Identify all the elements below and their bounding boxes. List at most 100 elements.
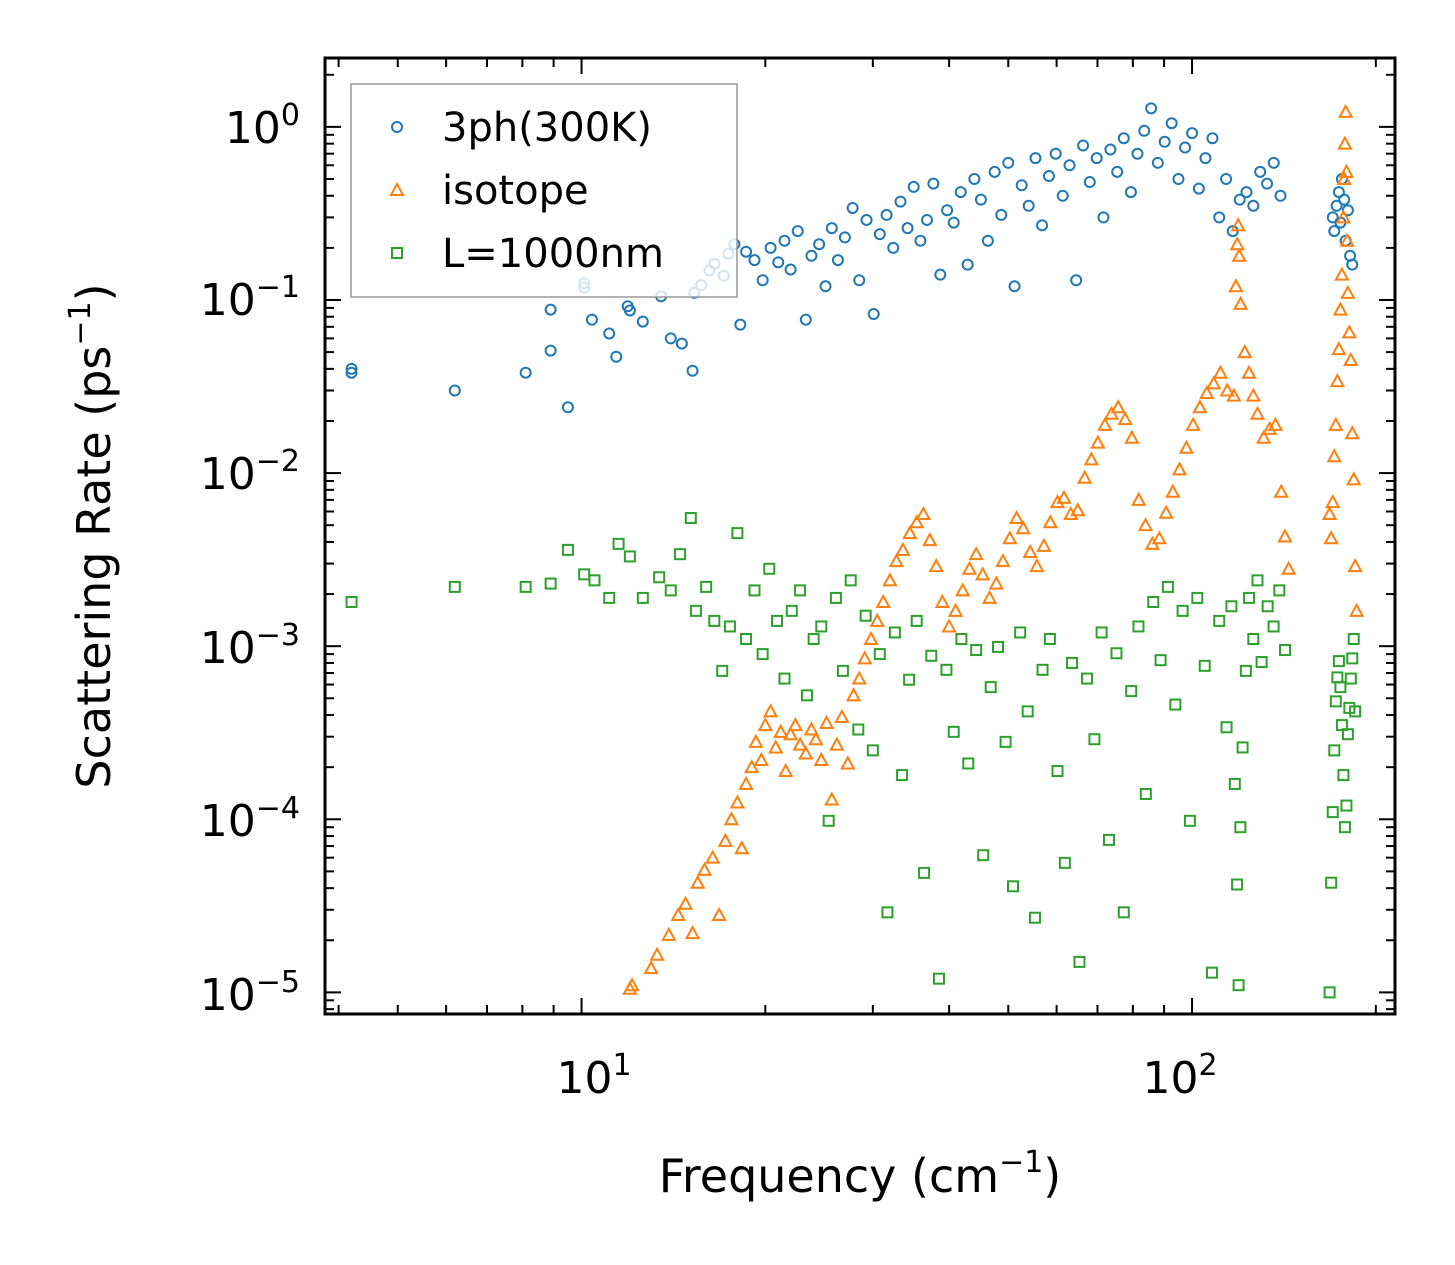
data-point-isotope [792,736,808,751]
data-point-boundary [684,512,697,525]
data-point-boundary [1340,799,1353,812]
data-point-3ph [1328,225,1341,238]
data-point-boundary [822,814,835,827]
data-point-isotope [1008,509,1025,525]
data-point-boundary [1198,659,1211,672]
data-point-boundary [1251,574,1264,587]
series-square [345,512,1362,999]
data-point-isotope [1347,558,1363,573]
data-point-boundary [1236,741,1249,754]
data-point-isotope [1340,284,1356,299]
data-point-boundary [1329,695,1342,708]
data-point-3ph [1338,193,1351,206]
data-point-isotope [1326,448,1342,463]
data-point-boundary [1349,705,1362,718]
data-point-3ph [748,254,761,267]
data-point-isotope [1241,364,1257,379]
data-point-boundary [1347,633,1360,646]
data-point-isotope [1277,528,1293,543]
data-point-isotope [1212,364,1229,379]
data-point-isotope [808,731,824,746]
data-point-boundary [690,604,703,617]
data-point-isotope [954,582,971,597]
legend-marker-3ph [391,121,403,133]
data-point-boundary [1205,966,1218,979]
data-point-3ph [1077,139,1090,152]
data-point-3ph [974,193,987,206]
data-point-isotope [1219,382,1235,397]
data-point-3ph [1049,147,1062,160]
data-point-3ph [846,201,859,214]
data-point-boundary [544,577,557,590]
data-point-isotope [834,708,850,723]
data-point-isotope [1337,103,1354,118]
data-point-boundary [1117,906,1130,919]
data-point-boundary [1326,806,1339,819]
data-point-isotope [968,546,984,561]
data-point-3ph [1022,199,1035,212]
data-point-3ph [345,366,358,379]
data-point-boundary [940,663,953,676]
data-point-3ph [907,180,920,193]
data-point-boundary [1147,595,1160,608]
data-point-3ph [1070,274,1083,287]
data-point-boundary [903,673,916,686]
data-point-boundary [947,725,960,738]
data-point-3ph [1056,189,1069,202]
data-point-isotope [941,618,957,633]
data-point-boundary [970,644,983,657]
data-point-isotope [1083,451,1100,466]
data-point-boundary [1102,833,1115,846]
data-point-isotope [895,541,911,556]
data-point-isotope [1185,416,1201,431]
data-point-boundary [1021,705,1034,718]
data-point-3ph [1090,152,1103,165]
data-point-boundary [1066,656,1079,669]
data-point-3ph [1165,117,1178,130]
data-point-boundary [800,689,813,702]
data-point-boundary [955,633,968,646]
data-point-isotope [974,566,991,581]
data-point-isotope [1226,387,1242,402]
data-point-3ph [954,186,967,199]
data-point-boundary [910,614,923,627]
data-point-boundary [1081,672,1094,685]
data-point-isotope [1015,520,1031,535]
data-point-boundary [623,550,636,563]
data-point-boundary [664,584,677,597]
x-tick-label: 102 [1142,1048,1217,1104]
data-point-isotope [1076,469,1093,484]
data-point-3ph [1015,179,1028,192]
data-point-boundary [1247,633,1260,646]
data-point-isotope [857,650,873,665]
data-point-isotope [1331,341,1347,356]
data-point-3ph [1247,199,1260,212]
legend-marker-isotope [389,181,405,196]
data-point-boundary [1346,652,1359,665]
data-point-3ph [981,234,994,247]
data-point-3ph [1104,143,1117,156]
data-point-boundary [756,648,769,661]
data-point-boundary [1154,654,1167,667]
data-point-3ph [1186,127,1199,140]
data-point-boundary [1273,584,1286,597]
data-point-boundary [984,681,997,694]
y-tick-label: 10−3 [200,618,300,674]
data-point-isotope [869,612,885,627]
data-point-boundary [925,649,938,662]
data-point-isotope [1158,504,1174,519]
data-point-boundary [1328,744,1341,757]
data-point-3ph [1172,172,1185,185]
data-point-boundary [1239,664,1252,677]
data-point-boundary [1125,685,1138,698]
data-point-isotope [1343,351,1359,367]
data-point-isotope [1036,537,1052,552]
data-point-3ph [1267,156,1280,169]
data-point-boundary [1161,580,1174,593]
data-point-isotope [1245,387,1262,402]
data-point-boundary [1228,777,1241,790]
data-point-isotope [1056,489,1072,504]
y-tick-label: 10−1 [200,270,300,326]
data-point-isotope [947,602,964,617]
data-point-isotope [888,553,905,568]
